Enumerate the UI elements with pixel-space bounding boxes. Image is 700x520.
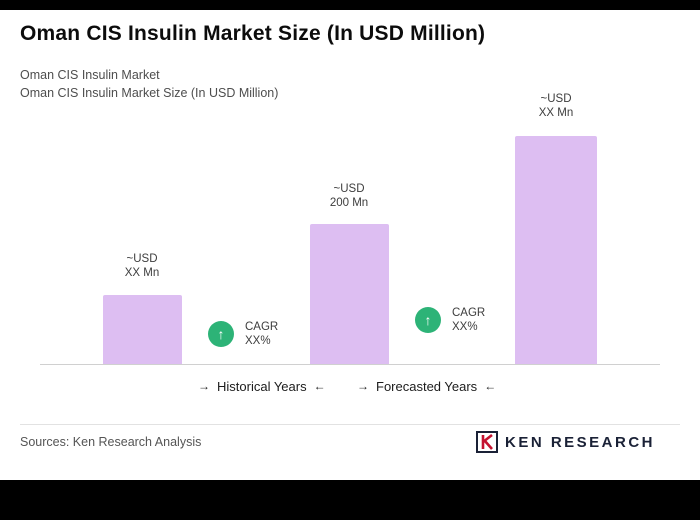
- cagr-label-1-line2: XX%: [245, 335, 271, 347]
- ken-research-logo-icon: [475, 430, 499, 454]
- bottom-black-bar: [0, 480, 700, 520]
- bar-forecast: [515, 136, 597, 365]
- forecasted-years-text: Forecasted Years: [376, 379, 478, 394]
- bar-historical-2: [310, 224, 389, 365]
- bar-value-label-2-line1: ~USD: [333, 183, 365, 195]
- bar-historical-1: [103, 295, 182, 365]
- growth-up-arrow-icon-2: ↑: [415, 307, 441, 333]
- historical-years-text: Historical Years: [217, 379, 307, 394]
- cagr-label-2-line1: CAGR: [452, 307, 486, 319]
- page-title: Oman CIS Insulin Market Size (In USD Mil…: [20, 22, 486, 45]
- bar-value-label-2-line2: 200 Mn: [329, 197, 369, 209]
- cagr-label-1-line1: CAGR: [245, 321, 279, 333]
- bar-value-label-1-line1: ~USD: [126, 253, 158, 265]
- up-arrow-glyph-1: ↑: [217, 326, 225, 342]
- chart-subtitle-2: Oman CIS Insulin Market Size (In USD Mil…: [20, 86, 279, 100]
- right-arrow-icon-2: →: [357, 378, 369, 393]
- ken-research-logo-text: KEN RESEARCH: [504, 433, 655, 451]
- bar-value-label-1: ~USD XX Mn: [100, 252, 184, 280]
- cagr-label-1: CAGR XX%: [245, 320, 278, 348]
- growth-up-arrow-icon-1: ↑: [208, 321, 234, 347]
- historical-years-label: → Historical Years ←: [198, 378, 326, 395]
- bar-value-label-3-line1: ~USD: [540, 93, 572, 105]
- x-axis-line: [40, 364, 660, 365]
- bar-value-label-1-line2: XX Mn: [124, 267, 160, 279]
- up-arrow-glyph-2: ↑: [424, 312, 432, 328]
- cagr-label-2-line2: XX%: [452, 321, 478, 333]
- cagr-label-2: CAGR XX%: [452, 306, 485, 334]
- ken-research-logo: KEN RESEARCH: [475, 430, 655, 454]
- top-black-bar: [0, 0, 700, 10]
- sources-text: Sources: Ken Research Analysis: [20, 435, 202, 449]
- right-arrow-icon: →: [198, 378, 210, 393]
- bar-value-label-3: ~USD XX Mn: [514, 92, 598, 120]
- forecasted-years-label: → Forecasted Years ←: [357, 378, 497, 395]
- chart-subtitle-1: Oman CIS Insulin Market: [20, 68, 160, 82]
- footer-divider: [20, 424, 680, 425]
- left-arrow-icon-2: ←: [484, 378, 497, 393]
- bar-value-label-3-line2: XX Mn: [538, 107, 574, 119]
- bar-value-label-2: ~USD 200 Mn: [307, 182, 391, 210]
- left-arrow-icon: ←: [313, 378, 326, 393]
